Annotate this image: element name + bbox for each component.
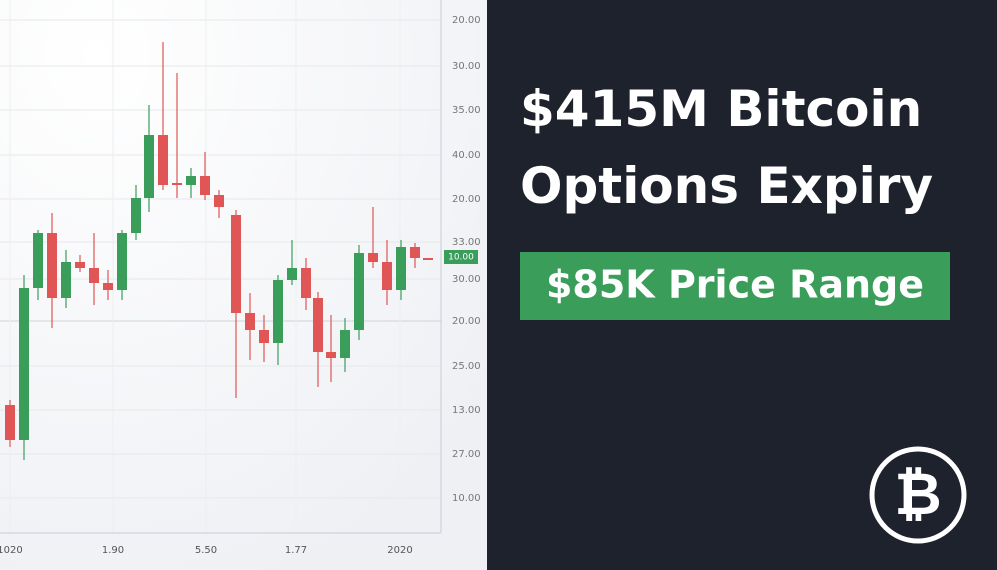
- y-label: 30.00: [452, 274, 481, 285]
- y-label: 30.00: [452, 61, 481, 72]
- headline-line: Options Expiry: [520, 157, 933, 215]
- candle-body: [47, 233, 57, 298]
- candle-body: [259, 330, 269, 343]
- badge: [520, 252, 950, 320]
- candle-body: [313, 298, 323, 352]
- candle-body: [61, 262, 71, 298]
- candle-body: [19, 288, 29, 440]
- candle-body: [326, 352, 336, 358]
- candle-body: [158, 135, 168, 185]
- candle-body: [89, 268, 99, 283]
- y-label: 25.00: [452, 361, 481, 372]
- candle-body: [231, 215, 241, 313]
- candle-body: [354, 253, 364, 330]
- candle-body: [245, 313, 255, 330]
- y-label: 20.00: [452, 194, 481, 205]
- svg-text:₿: ₿: [894, 460, 941, 528]
- y-label: 20.00: [452, 316, 481, 327]
- candle-body: [214, 195, 224, 207]
- current-price: 10.00: [448, 253, 474, 263]
- candle-body: [131, 198, 141, 233]
- current-price-box: [444, 250, 478, 264]
- candle-body: [117, 233, 127, 290]
- bitcoin-logo: ₿: [869, 446, 967, 544]
- candle-body: [396, 247, 406, 290]
- y-label: 40.00: [452, 150, 481, 161]
- x-label: 2020: [387, 545, 412, 556]
- y-label: 20.00: [452, 15, 481, 26]
- candle-body: [172, 183, 182, 185]
- candle-body: [144, 135, 154, 198]
- y-label: 13.00: [452, 405, 481, 416]
- candle-body: [273, 280, 283, 343]
- x-label: 5.50: [195, 545, 217, 556]
- candle-body: [410, 247, 420, 258]
- x-label: 1.90: [102, 545, 124, 556]
- candle-body: [301, 268, 311, 298]
- candle-body: [5, 405, 15, 440]
- candle-body: [186, 176, 196, 185]
- candle-body: [103, 283, 113, 290]
- x-label: 1020: [0, 545, 23, 556]
- chart-background: [0, 0, 487, 570]
- candle-body: [200, 176, 210, 195]
- candles: [5, 42, 433, 460]
- candle-body: [340, 330, 350, 358]
- axis-labels: 20.00 30.00 35.00 40.00 20.00 33.00 30.00 20.00…: [0, 15, 481, 556]
- y-label: 10.00: [452, 493, 481, 504]
- candle-body: [423, 258, 433, 260]
- y-label: 33.00: [452, 237, 481, 248]
- candle-body: [368, 253, 378, 262]
- x-label: 1.77: [285, 545, 307, 556]
- y-label: 35.00: [452, 105, 481, 116]
- candle-body: [287, 268, 297, 280]
- badge-text: $85K Price Range: [546, 263, 924, 307]
- headline-line: $415M Bitcoin: [520, 80, 922, 138]
- y-label: 27.00: [452, 449, 481, 460]
- candle-body: [75, 262, 85, 268]
- candle-body: [382, 262, 392, 290]
- candle-body: [33, 233, 43, 288]
